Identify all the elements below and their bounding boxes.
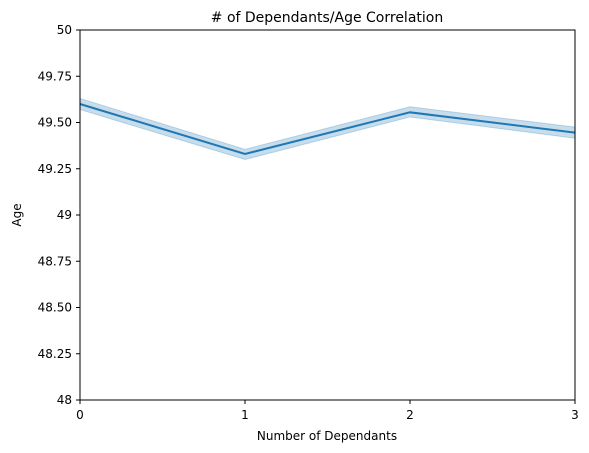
- y-axis-label: Age: [10, 203, 24, 226]
- y-tick-label: 48: [57, 393, 72, 407]
- y-axis-ticks: 48 48.25 48.50 48.75 49 49.25 49.50 49.75 50: [38, 23, 80, 407]
- y-tick-label: 50: [57, 23, 72, 37]
- confidence-band: [79, 97, 576, 161]
- y-tick-label: 48.25: [38, 347, 72, 361]
- x-axis-label: Number of Dependants: [257, 429, 397, 443]
- axes-frame: [79, 29, 576, 401]
- plot-area: [79, 29, 576, 401]
- y-tick-label: 49.25: [38, 162, 72, 176]
- x-tick-label: 1: [241, 408, 249, 422]
- x-tick-label: 3: [571, 408, 579, 422]
- series-line: [79, 103, 576, 155]
- y-tick-label: 48.50: [38, 301, 72, 315]
- y-tick-label: 49.75: [38, 69, 72, 83]
- y-tick-label: 48.75: [38, 254, 72, 268]
- x-axis-ticks: 0 1 2 3: [76, 400, 579, 422]
- y-tick-label: 49: [57, 208, 72, 222]
- y-tick-label: 49.50: [38, 116, 72, 130]
- chart-title: # of Dependants/Age Correlation: [211, 10, 443, 26]
- x-tick-label: 0: [76, 408, 84, 422]
- x-tick-label: 2: [406, 408, 414, 422]
